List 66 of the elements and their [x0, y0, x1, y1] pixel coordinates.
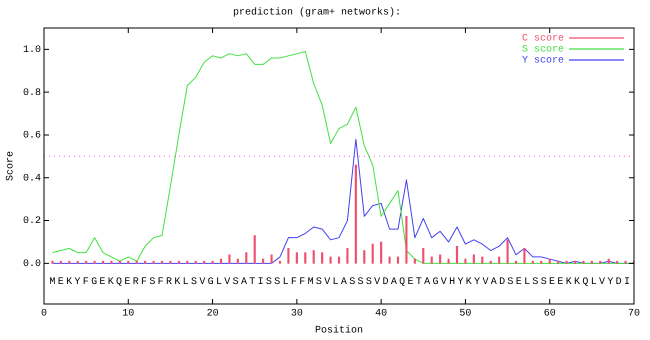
y-tick-label: 0.0	[22, 258, 42, 270]
bar	[405, 216, 408, 264]
bar	[270, 254, 273, 264]
bar	[194, 260, 197, 264]
bar	[296, 252, 298, 264]
x-tick-label: 20	[206, 308, 219, 320]
x-tick-label: 40	[375, 308, 388, 320]
text: S score	[522, 44, 564, 56]
bar	[447, 258, 450, 264]
y-axis-title: Score	[6, 150, 17, 182]
annotation: MEKYFGEKQERFSFRKLSVGLVSATISSLFFMSVLASSSVDAQETAGVHYKYVADSELSSEEKKQLVYDI	[49, 276, 632, 288]
y-tick-label: 0.8	[22, 88, 42, 99]
bar	[540, 260, 542, 264]
bar	[76, 260, 79, 264]
bar	[262, 258, 264, 264]
bar	[464, 258, 467, 264]
bar	[439, 254, 442, 264]
bar	[456, 246, 458, 264]
y-tick-label: 1.0	[22, 45, 42, 56]
bar	[321, 252, 324, 264]
bar	[312, 250, 315, 264]
bar	[346, 248, 349, 264]
x-tick-label: 30	[290, 308, 303, 320]
x-tick-label: 60	[544, 308, 556, 320]
bar	[372, 244, 374, 264]
bar	[506, 239, 509, 264]
bar	[414, 258, 416, 264]
bar	[422, 248, 424, 264]
bar	[245, 252, 248, 264]
bar	[338, 256, 340, 264]
x-tick-label: 50	[459, 308, 472, 320]
bar	[498, 256, 500, 264]
bar	[329, 256, 332, 264]
bar	[354, 164, 357, 264]
bar	[186, 260, 188, 264]
bar	[68, 260, 70, 264]
bar	[599, 260, 602, 264]
bar	[472, 254, 475, 264]
bar	[127, 260, 130, 264]
text: Y score	[522, 56, 564, 67]
bar	[254, 235, 256, 264]
bar	[304, 252, 306, 264]
bar	[136, 260, 138, 264]
bar	[363, 250, 366, 264]
bar	[490, 260, 492, 264]
bar	[220, 258, 222, 264]
bar	[523, 248, 526, 264]
x-tick-label: 0	[40, 308, 48, 320]
bar	[481, 256, 484, 264]
bar	[380, 242, 382, 264]
bar	[236, 258, 239, 264]
y-tick-label: 0.2	[22, 216, 42, 228]
y-tick-label: 0.6	[22, 130, 42, 142]
bar	[396, 256, 400, 264]
chart-title: prediction (gram+ networks):	[232, 6, 402, 19]
bar	[548, 258, 551, 264]
bar	[228, 254, 231, 264]
text: C score	[522, 34, 564, 45]
x-axis-title: Position	[314, 324, 364, 337]
bar	[608, 258, 610, 264]
bar	[430, 256, 433, 264]
bar	[287, 248, 290, 264]
bar	[388, 256, 391, 264]
y-tick-label: 0.4	[22, 173, 42, 184]
x-tick-label: 70	[628, 308, 640, 320]
x-tick-label: 10	[122, 308, 134, 320]
